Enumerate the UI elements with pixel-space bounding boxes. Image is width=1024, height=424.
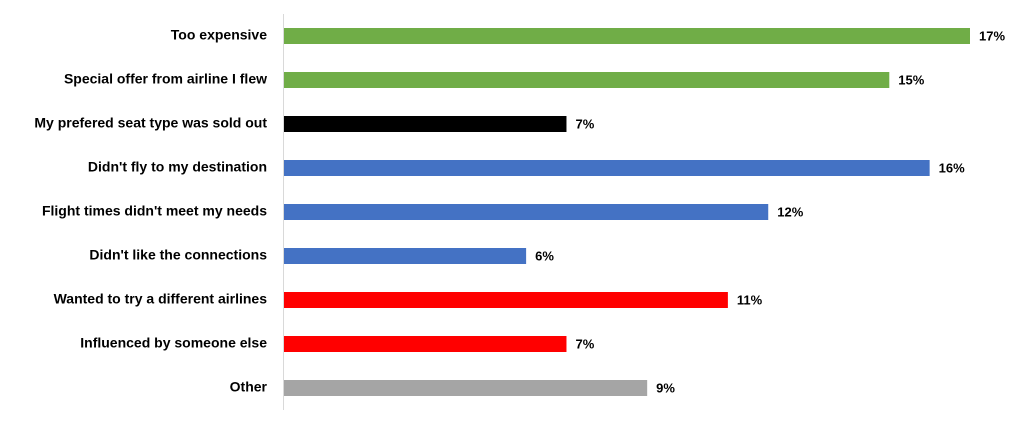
- value-label: 7%: [575, 116, 594, 131]
- category-label: My prefered seat type was sold out: [34, 115, 267, 131]
- bar: [284, 248, 527, 264]
- category-label: Special offer from airline I flew: [64, 71, 267, 87]
- category-label: Didn't fly to my destination: [88, 159, 267, 175]
- value-label: 16%: [939, 160, 965, 175]
- category-label: Didn't like the connections: [89, 247, 267, 263]
- value-label: 7%: [575, 336, 594, 351]
- category-label: Too expensive: [171, 27, 267, 43]
- bar: [284, 204, 769, 220]
- category-label: Wanted to try a different airlines: [54, 291, 268, 307]
- value-label: 9%: [656, 380, 675, 395]
- bar: [284, 292, 728, 308]
- category-label: Other: [230, 379, 268, 395]
- bar: [284, 28, 970, 44]
- bar: [284, 380, 648, 396]
- value-label: 12%: [777, 204, 803, 219]
- category-label: Flight times didn't meet my needs: [42, 203, 267, 219]
- bar: [284, 336, 567, 352]
- value-label: 15%: [898, 72, 924, 87]
- value-label: 11%: [737, 292, 763, 307]
- value-label: 17%: [979, 28, 1005, 43]
- value-label: 6%: [535, 248, 554, 263]
- bar: [284, 72, 890, 88]
- bar: [284, 116, 567, 132]
- category-label: Influenced by someone else: [80, 335, 267, 351]
- bar: [284, 160, 930, 176]
